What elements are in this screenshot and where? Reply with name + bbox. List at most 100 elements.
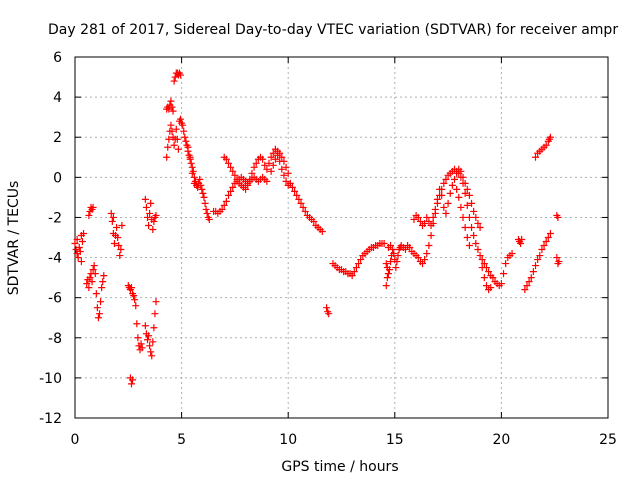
data-point — [461, 179, 469, 187]
data-point — [94, 314, 102, 322]
tick-labels: 0 5 10 15 20 25 -12 -10 -8 -6 -4 -2 0 2 4 6 — [39, 50, 617, 448]
data-point — [463, 234, 471, 241]
series-seg20 — [323, 304, 333, 318]
data-point — [174, 145, 182, 153]
data-point — [274, 151, 282, 159]
x-tick-label: 25 — [599, 432, 617, 448]
data-point — [278, 153, 286, 161]
data-point — [518, 236, 526, 244]
data-point — [90, 262, 98, 270]
data-point — [114, 234, 122, 241]
data-point — [97, 298, 105, 306]
data-point — [220, 201, 228, 209]
chart-title: Day 281 of 2017, Sidereal Day-to-day VTE… — [48, 22, 618, 38]
data-point — [118, 221, 126, 229]
data-point — [265, 159, 273, 167]
data-point — [179, 121, 187, 129]
data-point — [536, 252, 544, 260]
data-point — [190, 173, 198, 181]
data-point — [459, 173, 467, 181]
data-point — [357, 256, 365, 264]
data-point — [263, 177, 271, 185]
data-point — [165, 135, 173, 143]
data-point — [384, 270, 392, 278]
data-point — [173, 135, 181, 143]
data-point — [145, 221, 153, 229]
data-point — [190, 179, 198, 187]
data-point — [459, 213, 467, 221]
data-point — [109, 213, 117, 221]
x-tick-label: 5 — [177, 432, 186, 448]
data-point — [508, 250, 516, 258]
series-seg12 — [163, 97, 177, 115]
data-point — [423, 250, 431, 258]
data-point — [538, 246, 546, 254]
y-tick-label: -12 — [39, 411, 62, 427]
data-point — [152, 298, 160, 306]
data-point — [252, 159, 260, 167]
series-seg8 — [126, 374, 137, 388]
data-point — [187, 159, 195, 167]
data-point — [244, 181, 252, 189]
data-point — [502, 260, 510, 268]
series-seg22 — [382, 242, 409, 290]
data-point — [387, 242, 395, 250]
data-point — [150, 217, 158, 225]
data-point — [169, 107, 177, 115]
data-point — [440, 203, 448, 211]
data-point — [196, 175, 204, 183]
data-point — [517, 240, 525, 248]
data-point — [132, 302, 140, 310]
data-point — [387, 258, 395, 266]
data-point — [225, 159, 233, 167]
data-point — [392, 264, 400, 272]
data-point — [542, 238, 550, 246]
x-tick-label: 10 — [279, 432, 297, 448]
data-point — [98, 284, 106, 292]
data-point — [73, 236, 81, 244]
data-point — [131, 296, 139, 304]
series-seg21 — [329, 240, 388, 280]
y-tick-label: -2 — [48, 210, 62, 226]
data-point — [99, 278, 107, 286]
data-point — [261, 161, 269, 169]
data-point — [350, 268, 358, 276]
data-point — [295, 195, 303, 203]
series-seg19 — [267, 151, 326, 235]
data-point — [288, 183, 296, 191]
data-point — [201, 199, 209, 207]
data-point — [127, 380, 135, 388]
data-point — [529, 268, 537, 276]
data-point — [197, 181, 205, 189]
data-point — [137, 340, 145, 348]
data-point — [89, 203, 97, 211]
data-points — [71, 69, 563, 388]
y-tick-label: -10 — [39, 371, 62, 387]
series-seg17 — [210, 173, 271, 217]
plot-frame — [74, 56, 609, 419]
grid-lines — [75, 57, 608, 418]
data-point — [463, 201, 471, 209]
data-point — [478, 264, 486, 272]
data-point — [164, 143, 172, 151]
data-point — [555, 258, 563, 266]
series-seg14 — [163, 121, 182, 161]
data-point — [170, 77, 178, 85]
data-point — [222, 155, 230, 163]
data-point — [147, 199, 155, 207]
data-point — [406, 244, 414, 252]
series-seg2 — [77, 229, 88, 239]
data-point — [544, 234, 552, 241]
data-point — [148, 352, 156, 360]
data-point — [425, 242, 433, 250]
data-point — [468, 223, 476, 231]
y-tick-label: -4 — [48, 251, 62, 267]
data-point — [168, 127, 176, 135]
data-point — [474, 246, 482, 254]
data-point — [222, 197, 230, 205]
data-point — [444, 199, 452, 207]
data-point — [172, 125, 180, 133]
data-point — [89, 266, 97, 274]
data-point — [200, 193, 208, 201]
data-point — [91, 270, 99, 278]
